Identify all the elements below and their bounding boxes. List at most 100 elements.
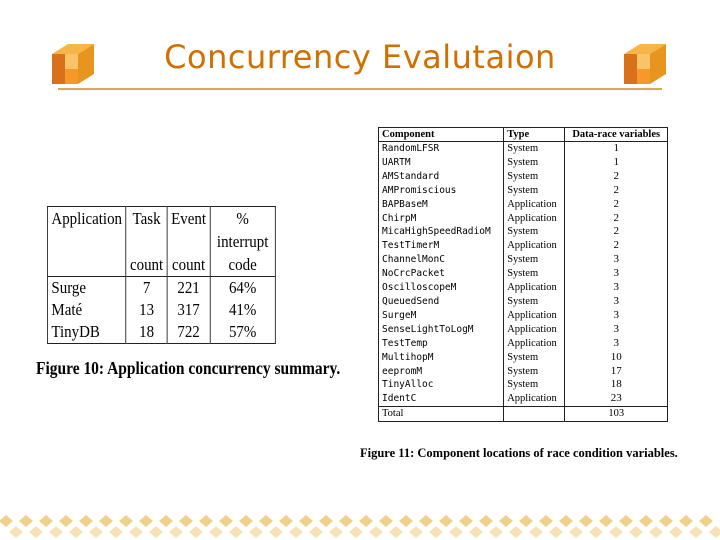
diamond-shape xyxy=(29,526,43,538)
column-header: Event xyxy=(166,206,210,253)
column-header xyxy=(47,253,126,277)
table-cell: QueuedSend xyxy=(382,295,440,307)
table-row: IdentC Application 23 xyxy=(379,392,668,407)
table-cell: System xyxy=(503,141,565,156)
diamond-shape xyxy=(299,515,313,527)
table-cell: 1 xyxy=(564,141,668,156)
table-row: RandomLFSR System 1 xyxy=(379,141,668,156)
diamond-shape xyxy=(639,515,653,527)
diamond-shape xyxy=(309,526,323,538)
table-cell: System xyxy=(503,225,565,240)
table-cell: Application xyxy=(503,197,565,212)
table-cell: Application xyxy=(503,322,565,337)
diamond-shape xyxy=(539,515,553,527)
diamond-shape xyxy=(109,526,123,538)
table-row: Maté 13 317 41% xyxy=(47,299,276,321)
table-row: UARTM System 1 xyxy=(379,155,668,170)
table-cell: 1 xyxy=(564,155,668,170)
table-cell: 41% xyxy=(209,299,276,321)
diamond-shape xyxy=(549,526,563,538)
table-cell: System xyxy=(503,183,565,198)
column-header: Type xyxy=(503,127,565,142)
table-cell: System xyxy=(503,253,565,268)
table-row: MultihopM System 10 xyxy=(379,350,668,365)
diamond-shape xyxy=(589,526,603,538)
table-row: AMStandard System 2 xyxy=(379,169,668,184)
column-header: count xyxy=(125,253,168,277)
diamond-shape xyxy=(129,526,143,538)
table-cell: 18 xyxy=(125,321,168,344)
table-cell: MultihopM xyxy=(382,351,434,363)
diamond-shape xyxy=(249,526,263,538)
diamond-shape xyxy=(89,526,103,538)
diamond-shape xyxy=(359,515,373,527)
diamond-shape xyxy=(419,515,433,527)
table-cell: 2 xyxy=(564,169,668,184)
table-row: TinyAlloc System 18 xyxy=(379,378,668,393)
table-header-row: Application Task Event % interrupt xyxy=(47,206,276,253)
table-cell: Application xyxy=(503,308,565,323)
table-cell: ChirpM xyxy=(382,212,417,224)
diamond-shape xyxy=(399,515,413,527)
table-cell: System xyxy=(503,169,565,184)
diamond-shape xyxy=(579,515,593,527)
diamond-shape xyxy=(219,515,233,527)
diamond-shape xyxy=(349,526,363,538)
table-cell: IdentC xyxy=(382,393,417,405)
diamond-shape xyxy=(229,526,243,538)
diamond-shape xyxy=(389,526,403,538)
figure-10-caption: Figure 10: Application concurrency summa… xyxy=(36,358,341,378)
diamond-shape xyxy=(649,526,663,538)
table-cell: SenseLightToLogM xyxy=(382,323,474,335)
table-row: AMPromiscious System 2 xyxy=(379,183,668,198)
table-cell: 10 xyxy=(564,350,668,365)
table-cell: 3 xyxy=(564,281,668,295)
table-row: TinyDB 18 722 57% xyxy=(47,321,276,344)
table-cell: 2 xyxy=(564,211,668,226)
diamond-shape xyxy=(139,515,153,527)
diamond-shape xyxy=(699,515,713,527)
table-cell: Application xyxy=(503,392,565,407)
table-cell xyxy=(503,406,565,422)
table-cell: UARTM xyxy=(382,156,411,168)
table-row: MicaHighSpeedRadioM System 2 xyxy=(379,225,668,240)
table-cell: System xyxy=(503,378,565,393)
table-row: ChannelMonC System 3 xyxy=(379,253,668,268)
table-cell: 3 xyxy=(564,336,668,351)
table-cell: Application xyxy=(503,281,565,295)
table-cell: System xyxy=(503,294,565,309)
column-header: Data-race variables xyxy=(564,127,668,142)
diamond-shape xyxy=(169,526,183,538)
diamond-shape xyxy=(629,526,643,538)
diamond-shape xyxy=(119,515,133,527)
table-cell: 57% xyxy=(209,321,276,344)
diamond-shape xyxy=(659,515,673,527)
table-cell: eepromM xyxy=(382,365,423,377)
table-row: OscilloscopeM Application 3 xyxy=(379,281,668,295)
table-cell: 7 xyxy=(125,276,168,299)
diamond-shape xyxy=(269,526,283,538)
diamond-shape xyxy=(479,515,493,527)
diamond-shape xyxy=(679,515,693,527)
diamond-shape xyxy=(569,526,583,538)
diamond-shape xyxy=(239,515,253,527)
diamond-shape xyxy=(449,526,463,538)
diamond-shape xyxy=(179,515,193,527)
diamond-shape xyxy=(289,526,303,538)
table-cell: TinyAlloc xyxy=(382,379,434,391)
column-header: % interrupt xyxy=(209,206,276,253)
diamond-shape xyxy=(59,515,73,527)
diamond-shape xyxy=(369,526,383,538)
diamond-shape xyxy=(689,526,703,538)
diamond-shape xyxy=(439,515,453,527)
table-cell: 3 xyxy=(564,322,668,337)
diamond-shape xyxy=(379,515,393,527)
table-cell: MicaHighSpeedRadioM xyxy=(382,226,491,238)
table-cell: 2 xyxy=(564,197,668,212)
total-value: 103 xyxy=(564,406,668,422)
figure-11-caption: Figure 11: Component locations of race c… xyxy=(360,446,678,460)
orange-cube-icon xyxy=(624,44,666,84)
column-header: Component xyxy=(378,127,504,142)
diamond-shape xyxy=(279,515,293,527)
table-cell: TestTemp xyxy=(382,337,428,349)
